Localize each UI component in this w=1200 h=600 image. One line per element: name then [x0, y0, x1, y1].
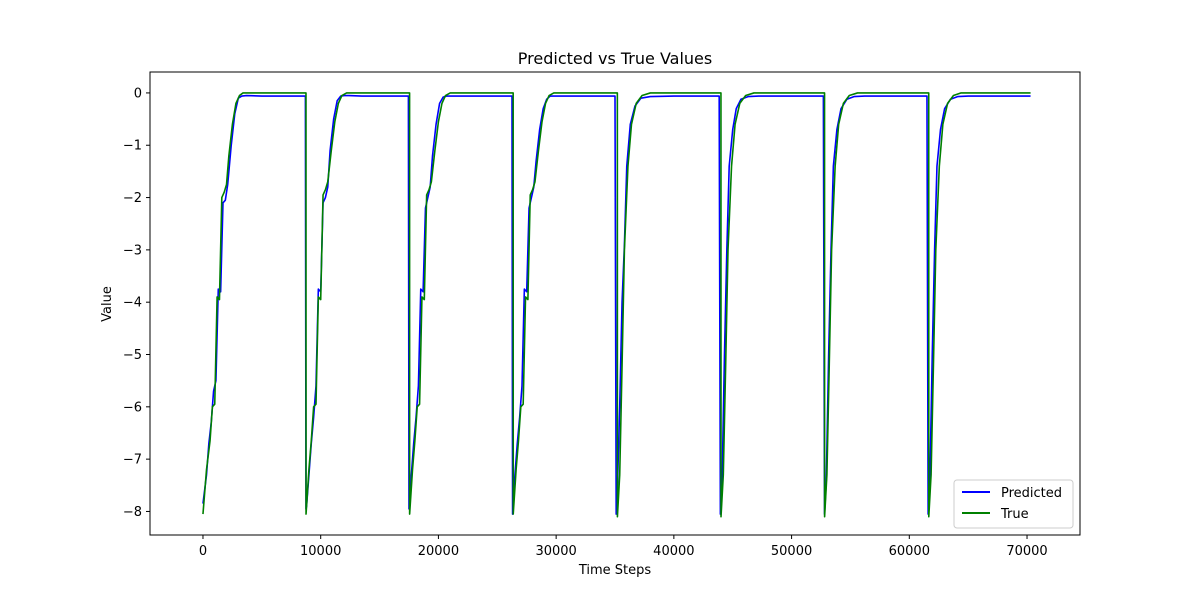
y-tick-label: −2: [123, 191, 142, 206]
chart-title: Predicted vs True Values: [518, 49, 712, 68]
legend-predicted-label: Predicted: [1001, 486, 1062, 501]
y-axis-label: Value: [100, 286, 115, 322]
plot-area: [149, 71, 1081, 536]
x-tick-label: 60000: [889, 544, 930, 559]
legend-true-label: True: [1000, 507, 1029, 522]
x-tick-label: 50000: [771, 544, 812, 559]
y-tick-label: −8: [123, 505, 142, 520]
legend: Predicted True: [953, 479, 1074, 529]
x-tick-label: 70000: [1006, 544, 1047, 559]
x-tick-label: 40000: [653, 544, 694, 559]
y-tick-label: −6: [123, 400, 142, 415]
y-tick-label: −3: [123, 243, 142, 258]
y-tick-label: −5: [123, 348, 142, 363]
x-tick-label: 20000: [418, 544, 459, 559]
x-axis-label: Time Steps: [578, 563, 652, 578]
x-axis: 0 10000 20000 30000 40000 50000 60000 70000: [199, 535, 1048, 559]
series-line-true: [202, 92, 1031, 518]
plot-frame: [149, 71, 1081, 536]
series-layer: [202, 92, 1031, 518]
y-tick-label: 0: [134, 86, 142, 101]
x-tick-label: 0: [199, 544, 207, 559]
x-tick-label: 30000: [535, 544, 576, 559]
x-tick-label: 10000: [300, 544, 341, 559]
y-axis: 0 −1 −2 −3 −4 −5 −6 −7 −8: [123, 86, 150, 520]
y-tick-label: −7: [123, 453, 142, 468]
y-tick-label: −4: [123, 296, 142, 311]
y-tick-label: −1: [123, 139, 142, 154]
